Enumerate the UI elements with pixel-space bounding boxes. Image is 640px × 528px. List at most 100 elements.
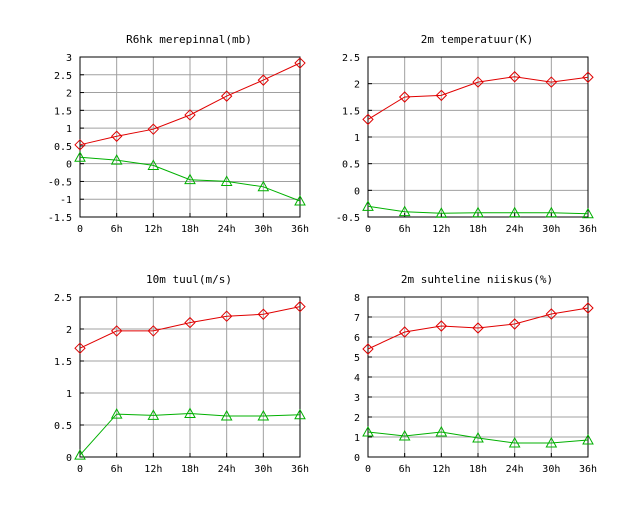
y-tick-label: 2	[354, 80, 360, 91]
plot-frame	[367, 296, 589, 458]
y-tick-label: -1.5	[48, 213, 72, 224]
x-tick-label: 12h	[432, 224, 450, 235]
y-tick-label: 2	[66, 325, 72, 336]
data-point-triangle	[220, 175, 233, 186]
chart-title: 10m tuul(m/s)	[146, 273, 232, 286]
data-point-diamond	[184, 109, 196, 121]
data-point-diamond	[74, 342, 86, 354]
data-point-diamond	[220, 90, 233, 102]
y-tick-label: 2	[354, 413, 360, 424]
data-point-triangle	[362, 425, 374, 437]
series-line-red	[367, 307, 589, 350]
data-point-triangle	[257, 180, 270, 192]
data-point-triangle	[110, 408, 123, 419]
data-point-triangle	[147, 409, 160, 420]
x-tick-label: 12h	[144, 224, 162, 235]
data-point-triangle	[582, 207, 594, 219]
data-point-diamond	[435, 320, 448, 332]
x-tick-label: 18h	[181, 224, 199, 235]
data-point-triangle	[257, 410, 270, 421]
data-point-diamond	[147, 123, 160, 135]
data-point-triangle	[362, 200, 374, 211]
data-point-diamond	[184, 316, 196, 329]
x-tick-label: 0	[365, 464, 371, 475]
x-tick-label: 36h	[579, 224, 597, 235]
data-point-triangle	[147, 159, 160, 170]
data-point-diamond	[582, 302, 594, 314]
chart-title: 2m suhteline niiskus(%)	[401, 273, 553, 286]
y-tick-label: 0	[66, 160, 72, 171]
data-point-diamond	[257, 74, 270, 86]
data-point-triangle	[508, 436, 521, 448]
y-tick-label: 1	[66, 389, 72, 400]
data-point-triangle	[508, 206, 521, 218]
data-point-diamond	[362, 343, 374, 355]
y-tick-label: 2.5	[54, 293, 72, 304]
plot-frame	[79, 56, 301, 218]
chart-panel-wind: 10m tuul(m/s) 0 6h 12h 18h 24h 30h 36h 0 0.5 1 1.5…	[54, 273, 309, 475]
data-point-diamond	[545, 76, 558, 88]
data-point-triangle	[74, 449, 86, 460]
data-point-diamond	[257, 308, 270, 320]
series-line-green	[79, 156, 301, 202]
y-tick-label: 8	[354, 293, 360, 304]
x-tick-label: 24h	[506, 464, 524, 475]
data-point-triangle	[184, 407, 196, 418]
series-line-green	[79, 412, 301, 456]
y-tick-label: 1.5	[54, 357, 72, 368]
series-line-red	[367, 76, 589, 120]
data-point-diamond	[508, 71, 521, 83]
data-point-diamond	[294, 300, 306, 313]
data-point-diamond	[472, 322, 484, 334]
plot-frame	[79, 296, 301, 458]
series-line-red	[79, 62, 301, 146]
y-tick-label: 3	[354, 393, 360, 404]
y-tick-label: 0	[354, 186, 360, 197]
y-tick-label: -1	[60, 195, 72, 206]
y-tick-label: 1	[354, 133, 360, 144]
x-tick-label: 30h	[254, 224, 272, 235]
y-tick-label: 1.5	[54, 106, 72, 117]
x-tick-label: 0	[77, 224, 83, 235]
data-point-diamond	[545, 308, 558, 320]
x-tick-label: 30h	[254, 464, 272, 475]
data-point-diamond	[582, 71, 594, 83]
y-tick-label: -0.5	[48, 177, 72, 188]
data-point-diamond	[472, 76, 484, 88]
y-tick-label: 7	[354, 313, 360, 324]
data-point-triangle	[110, 154, 123, 165]
data-point-triangle	[398, 205, 411, 217]
data-point-diamond	[220, 310, 233, 322]
y-tick-label: 0.5	[54, 142, 72, 153]
x-tick-label: 18h	[181, 464, 199, 475]
x-tick-label: 12h	[432, 464, 450, 475]
data-point-diamond	[398, 326, 411, 338]
y-tick-label: -0.5	[336, 213, 360, 224]
series-line-red	[79, 306, 301, 349]
data-point-triangle	[582, 433, 594, 445]
data-point-triangle	[545, 206, 558, 218]
data-point-diamond	[110, 325, 123, 337]
x-tick-label: 30h	[542, 464, 560, 475]
x-tick-label: 36h	[291, 224, 309, 235]
data-point-triangle	[184, 173, 196, 185]
chart-title: R6hk merepinnal(mb)	[126, 33, 252, 46]
data-point-diamond	[110, 130, 123, 142]
y-tick-label: 1	[66, 124, 72, 135]
y-tick-label: 0	[354, 453, 360, 464]
data-point-triangle	[472, 206, 484, 218]
y-tick-label: 6	[354, 333, 360, 344]
series-line-green	[367, 431, 589, 444]
y-tick-label: 3	[66, 53, 72, 64]
y-tick-label: 0.5	[342, 160, 360, 171]
x-tick-label: 0	[365, 224, 371, 235]
data-point-triangle	[74, 151, 86, 162]
x-tick-label: 18h	[469, 464, 487, 475]
y-tick-label: 2	[66, 89, 72, 100]
data-point-triangle	[294, 194, 306, 206]
x-tick-label: 30h	[542, 224, 560, 235]
y-tick-label: 0	[66, 453, 72, 464]
data-point-diamond	[435, 89, 448, 102]
x-tick-label: 36h	[579, 464, 597, 475]
data-point-diamond	[362, 113, 374, 126]
